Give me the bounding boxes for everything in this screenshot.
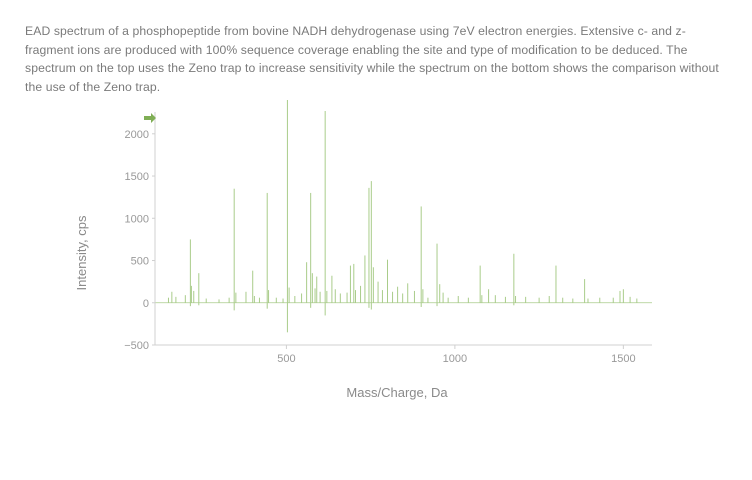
y-tick-label: 1500: [125, 171, 149, 183]
y-tick-label: 2000: [125, 129, 149, 141]
y-tick-label: 1000: [125, 213, 149, 225]
y-tick-label: 0: [143, 298, 149, 310]
axis-arrow-icon: [144, 113, 156, 123]
x-tick-label: 500: [277, 353, 295, 365]
figure-caption: EAD spectrum of a phosphopeptide from bo…: [25, 24, 719, 94]
y-tick-label: −500: [124, 340, 149, 352]
tick-layer: −500 0 500 1000 1500 2000 500 1000 1500: [124, 129, 652, 365]
x-tick-label: 1500: [611, 353, 635, 365]
y-tick-label: 500: [131, 256, 149, 268]
x-axis-title: Mass/Charge, Da: [346, 385, 448, 400]
spectrum-peaks: [167, 100, 638, 333]
x-tick-label: 1000: [443, 353, 467, 365]
y-axis-title: Intensity, cps: [74, 215, 89, 290]
